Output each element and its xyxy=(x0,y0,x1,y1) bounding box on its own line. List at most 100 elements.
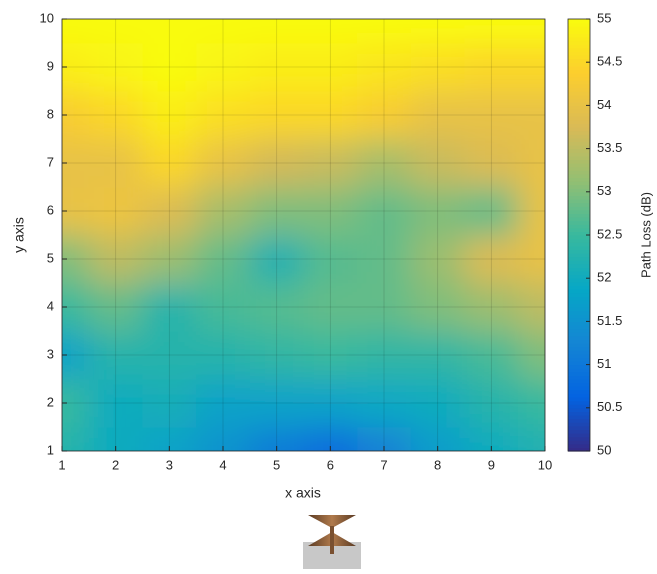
colorbar-swatch xyxy=(568,242,590,247)
heat-cell xyxy=(410,187,465,236)
x-tick-label: 2 xyxy=(112,457,119,472)
y-axis-label: y axis xyxy=(11,217,27,253)
x-tick-label: 10 xyxy=(538,457,552,472)
heat-cell xyxy=(357,139,412,188)
colorbar-swatch xyxy=(568,116,590,121)
heat-cell xyxy=(249,379,304,428)
colorbar-swatch xyxy=(568,289,590,294)
antenna-icon xyxy=(303,515,361,569)
heat-cell xyxy=(518,427,545,451)
heat-cell xyxy=(303,139,358,188)
heat-cell xyxy=(196,283,251,332)
colorbar-swatch xyxy=(568,227,590,232)
colorbar-swatch xyxy=(568,109,590,114)
colorbar-swatch xyxy=(568,166,590,171)
heat-cell xyxy=(88,379,143,428)
colorbar-swatch xyxy=(568,285,590,290)
heat-cell xyxy=(249,91,304,140)
colorbar-tick-label: 54 xyxy=(597,97,611,112)
colorbar-swatch xyxy=(568,73,590,78)
heat-cell xyxy=(303,235,358,284)
heat-cell xyxy=(357,283,412,332)
heat-cell xyxy=(142,283,197,332)
colorbar-swatch xyxy=(568,253,590,258)
colorbar-swatch xyxy=(568,40,590,45)
heat-cell xyxy=(88,235,143,284)
colorbar-swatch xyxy=(568,249,590,254)
heat-cell xyxy=(88,283,143,332)
x-axis-label: x axis xyxy=(285,485,321,501)
colorbar-swatch xyxy=(568,177,590,182)
colorbar-swatch xyxy=(568,19,590,24)
colorbar-swatch xyxy=(568,235,590,240)
colorbar-swatch xyxy=(568,389,590,394)
colorbar-swatch xyxy=(568,422,590,427)
colorbar-swatch xyxy=(568,256,590,261)
heat-cell xyxy=(410,379,465,428)
colorbar-swatch xyxy=(568,299,590,304)
colorbar-swatch xyxy=(568,101,590,106)
heat-cell xyxy=(303,43,358,92)
heat-cell xyxy=(196,379,251,428)
colorbar-swatch xyxy=(568,87,590,92)
colorbar-tick-label: 51 xyxy=(597,356,611,371)
colorbar-swatch xyxy=(568,94,590,99)
x-tick-label: 6 xyxy=(327,457,334,472)
colorbar-swatch xyxy=(568,224,590,229)
colorbar-swatch xyxy=(568,155,590,160)
colorbar-swatch xyxy=(568,404,590,409)
colorbar-swatch xyxy=(568,281,590,286)
colorbar-swatch xyxy=(568,51,590,56)
heat-cell xyxy=(142,187,197,236)
heat-cell xyxy=(142,139,197,188)
heat-cell xyxy=(88,19,143,44)
colorbar-swatch xyxy=(568,271,590,276)
colorbar-swatch xyxy=(568,379,590,384)
colorbar-swatch xyxy=(568,37,590,42)
colorbar-swatch xyxy=(568,368,590,373)
colorbar-swatch xyxy=(568,217,590,222)
colorbar-swatch xyxy=(568,393,590,398)
x-tick-label: 3 xyxy=(166,457,173,472)
colorbar-swatch xyxy=(568,303,590,308)
colorbar-swatch xyxy=(568,202,590,207)
heat-cell xyxy=(62,19,90,44)
colorbar-tick-label: 54.5 xyxy=(597,54,622,69)
colorbar-swatch xyxy=(568,433,590,438)
colorbar-swatch xyxy=(568,361,590,366)
heat-cell xyxy=(464,283,519,332)
heat-cell xyxy=(249,19,304,44)
heat-cell xyxy=(196,331,251,380)
heat-cell xyxy=(303,19,358,44)
colorbar-swatch xyxy=(568,181,590,186)
colorbar-swatch xyxy=(568,386,590,391)
heat-cell xyxy=(518,331,545,380)
x-tick-label: 9 xyxy=(488,457,495,472)
colorbar-tick-label: 53 xyxy=(597,183,611,198)
heat-cell xyxy=(410,331,465,380)
heat-cell xyxy=(464,19,519,44)
colorbar-swatch xyxy=(568,321,590,326)
heat-cell xyxy=(357,19,412,44)
colorbar-swatch xyxy=(568,65,590,70)
colorbar-swatch xyxy=(568,418,590,423)
colorbar-swatch xyxy=(568,29,590,34)
colorbar-swatch xyxy=(568,346,590,351)
heat-cell xyxy=(518,379,545,428)
colorbar-swatch xyxy=(568,220,590,225)
colorbar-swatch xyxy=(568,80,590,85)
colorbar-swatch xyxy=(568,245,590,250)
colorbar-swatch xyxy=(568,415,590,420)
colorbar-swatch xyxy=(568,209,590,214)
heat-cell xyxy=(88,139,143,188)
y-tick-label: 6 xyxy=(47,202,54,217)
colorbar-swatch xyxy=(568,173,590,178)
colorbar-swatch xyxy=(568,314,590,319)
heat-cell xyxy=(303,379,358,428)
colorbar-swatch xyxy=(568,33,590,38)
colorbar-swatch xyxy=(568,170,590,175)
colorbar-swatch xyxy=(568,425,590,430)
heat-cell xyxy=(357,235,412,284)
colorbar-swatch xyxy=(568,163,590,168)
colorbar-swatch xyxy=(568,375,590,380)
